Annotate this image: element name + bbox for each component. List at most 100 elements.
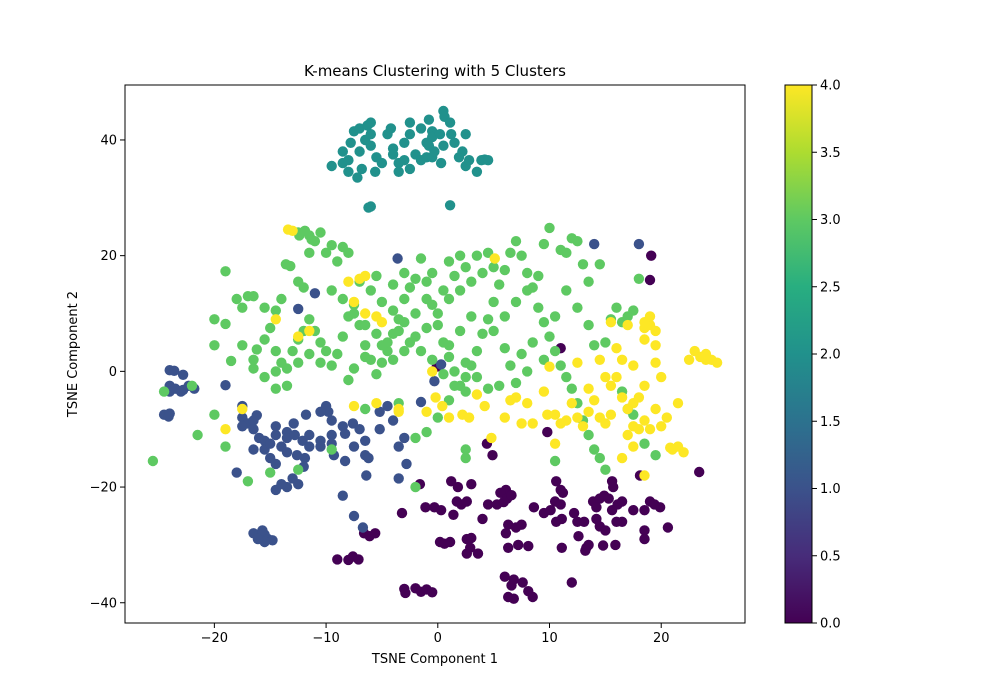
point-cluster-3 [522, 285, 533, 296]
colorbar-tick-label: 0.0 [820, 617, 841, 632]
point-cluster-3 [460, 371, 471, 383]
point-cluster-3 [332, 256, 343, 267]
point-cluster-3 [549, 455, 561, 467]
point-cluster-2 [343, 166, 354, 177]
point-cluster-0 [566, 577, 577, 588]
point-cluster-4 [549, 438, 561, 449]
point-cluster-3 [281, 380, 293, 391]
point-cluster-0 [427, 587, 438, 598]
point-cluster-0 [591, 502, 602, 513]
colorbar-tick-label: 0.5 [820, 549, 841, 564]
point-cluster-4 [656, 421, 667, 432]
x-tick-label: 10 [541, 631, 558, 646]
point-cluster-3 [510, 236, 522, 247]
point-cluster-2 [444, 117, 456, 128]
point-cluster-0 [465, 542, 476, 553]
point-cluster-1 [293, 303, 304, 315]
point-cluster-3 [410, 308, 421, 319]
point-cluster-3 [371, 270, 382, 282]
point-cluster-4 [650, 340, 661, 351]
point-cluster-1 [348, 510, 360, 522]
point-cluster-3 [522, 267, 533, 279]
point-cluster-3 [471, 371, 483, 383]
colorbar-tick-label: 3.0 [820, 213, 841, 228]
y-tick-label: −20 [90, 481, 117, 496]
point-cluster-3 [399, 345, 410, 357]
point-cluster-3 [186, 380, 198, 391]
y-axis: −40 −20 0 20 40 [90, 133, 125, 611]
point-cluster-3 [589, 340, 600, 351]
point-cluster-2 [370, 166, 381, 177]
point-cluster-3 [443, 395, 455, 406]
point-cluster-3 [516, 250, 527, 261]
point-cluster-4 [527, 418, 538, 429]
point-cluster-4 [393, 406, 404, 417]
point-cluster-2 [365, 129, 376, 140]
point-cluster-1 [374, 424, 385, 435]
point-cluster-0 [400, 587, 411, 599]
point-cluster-4 [421, 406, 432, 417]
point-cluster-4 [639, 334, 650, 345]
point-cluster-4 [237, 403, 248, 415]
point-cluster-0 [597, 540, 609, 551]
point-cluster-3 [225, 355, 237, 367]
point-cluster-2 [362, 120, 373, 131]
point-cluster-3 [583, 276, 594, 287]
point-cluster-3 [594, 452, 605, 464]
point-cluster-2 [352, 172, 363, 183]
colorbar-tick-label: 2.0 [820, 348, 841, 363]
point-cluster-3 [343, 247, 354, 258]
point-cluster-3 [220, 266, 231, 277]
point-cluster-3 [549, 345, 561, 357]
point-cluster-3 [326, 240, 337, 251]
point-cluster-3 [505, 360, 516, 371]
point-cluster-2 [399, 155, 410, 166]
point-cluster-3 [304, 348, 315, 360]
point-cluster-3 [566, 383, 577, 394]
point-cluster-0 [500, 528, 512, 539]
point-cluster-4 [360, 308, 371, 319]
point-cluster-3 [220, 441, 231, 452]
x-axis-label: TSNE Component 1 [371, 652, 498, 667]
point-cluster-1 [315, 406, 326, 417]
point-cluster-0 [332, 554, 343, 565]
point-cluster-4 [430, 392, 441, 403]
y-axis-label: TSNE Component 2 [66, 291, 81, 418]
point-cluster-1 [231, 467, 242, 478]
point-cluster-1 [387, 415, 399, 426]
point-cluster-4 [371, 398, 382, 409]
y-tick-label: 0 [109, 365, 117, 380]
point-cluster-3 [427, 354, 438, 365]
point-cluster-3 [209, 314, 220, 325]
point-cluster-4 [656, 371, 667, 383]
point-cluster-3 [572, 236, 583, 247]
x-tick-label: −10 [312, 631, 339, 646]
point-cluster-4 [360, 270, 371, 282]
point-cluster-0 [477, 513, 488, 525]
point-cluster-0 [516, 519, 527, 530]
point-cluster-0 [370, 528, 381, 539]
point-cluster-3 [549, 311, 561, 322]
point-cluster-0 [608, 481, 619, 493]
point-cluster-1 [164, 408, 175, 419]
point-cluster-0 [654, 502, 666, 513]
point-cluster-4 [594, 354, 605, 365]
point-cluster-3 [466, 276, 477, 287]
point-cluster-3 [499, 264, 510, 276]
point-cluster-0 [573, 531, 584, 542]
point-cluster-0 [568, 507, 580, 519]
point-cluster-3 [471, 345, 483, 357]
point-cluster-0 [396, 507, 408, 519]
point-cluster-4 [650, 325, 661, 337]
point-cluster-2 [363, 202, 374, 213]
point-cluster-4 [287, 225, 298, 236]
point-cluster-1 [348, 441, 360, 452]
point-cluster-3 [538, 317, 550, 328]
point-cluster-0 [506, 490, 517, 501]
point-cluster-3 [510, 377, 522, 389]
point-cluster-2 [404, 163, 416, 175]
point-cluster-1 [315, 441, 326, 452]
point-cluster-3 [220, 318, 231, 330]
point-cluster-0 [495, 487, 506, 498]
